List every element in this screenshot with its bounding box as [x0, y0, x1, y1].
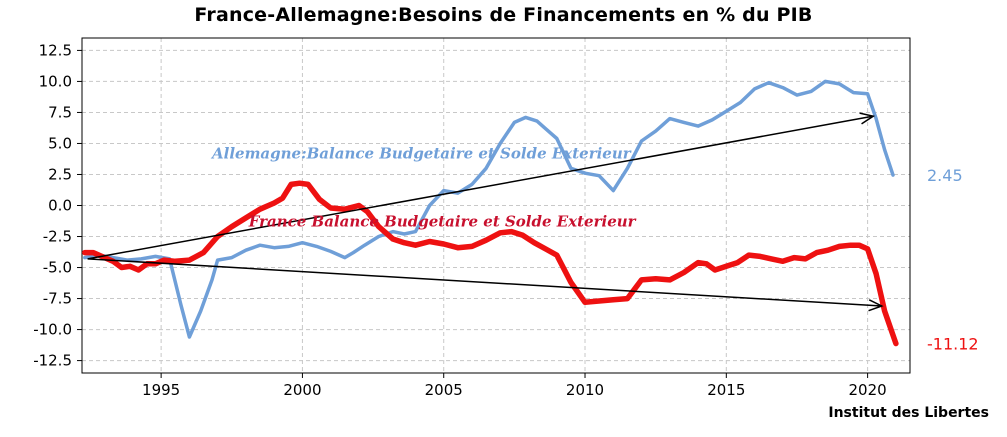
y-tick-label: 2.5 — [48, 165, 72, 183]
series-lines: 2.45 -11.12 — [82, 79, 979, 353]
x-tick-label: 2015 — [707, 381, 745, 399]
trend-arrow-head — [859, 112, 876, 125]
allemagne-end-label: 2.45 — [927, 166, 963, 185]
chart-title: France-Allemagne:Besoins de Financements… — [194, 4, 813, 26]
y-tick-label: -10.0 — [33, 321, 72, 339]
y-tick-label: -7.5 — [43, 290, 72, 308]
trend-arrow-line — [87, 115, 874, 260]
france-series-line — [82, 180, 899, 347]
allemagne-series-line — [83, 79, 895, 339]
trend-arrows — [87, 112, 884, 312]
y-tick-label: 12.5 — [39, 41, 72, 59]
france-annotation: France Balance Budgetaire et Solde Exter… — [248, 213, 637, 231]
trend-arrow-line — [87, 258, 882, 307]
x-tick-label: 1995 — [142, 381, 180, 399]
y-tick-label: 7.5 — [48, 103, 72, 121]
x-tick-label: 2000 — [283, 381, 321, 399]
y-tick-label: -5.0 — [43, 259, 72, 277]
axes: 12.5 10.0 7.5 5.0 2.5 0.0 -2.5 -5.0 -7.5 -10.0 -12… — [33, 41, 887, 399]
allemagne-annotation: Allemagne:Balance Budgetaire et Solde Ex… — [210, 144, 632, 162]
y-tick-label: 5.0 — [48, 134, 72, 152]
y-tick-label: -2.5 — [43, 228, 72, 246]
annotations: Allemagne:Balance Budgetaire et Solde Ex… — [210, 144, 637, 230]
x-tick-label: 2020 — [849, 381, 887, 399]
y-tick-label: 0.0 — [48, 197, 72, 215]
x-tick-label: 2005 — [425, 381, 463, 399]
france-end-label: -11.12 — [927, 334, 979, 353]
trend-arrow-head — [868, 299, 884, 312]
x-tick-label: 2010 — [566, 381, 604, 399]
y-tick-label: 10.0 — [39, 72, 72, 90]
source-label: Institut des Libertes — [828, 405, 989, 421]
y-tick-label: -12.5 — [33, 352, 72, 370]
